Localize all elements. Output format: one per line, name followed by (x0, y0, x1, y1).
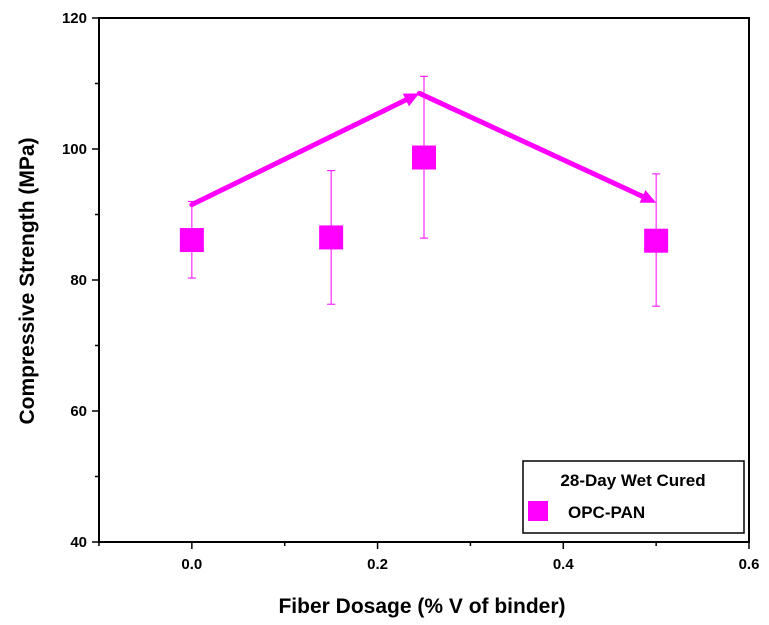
y-tick-label: 80 (70, 272, 87, 289)
legend-box (522, 460, 745, 534)
legend-entry-label: OPC-PAN (568, 503, 645, 522)
y-tick-label: 40 (70, 534, 87, 551)
x-tick-label: 0.6 (739, 556, 760, 573)
y-axis-tick-labels: 40 60 80 100 120 (62, 10, 87, 551)
y-tick-label: 60 (70, 403, 87, 420)
error-bars (187, 75, 661, 307)
trend-arrow-line (416, 90, 646, 199)
data-point (644, 228, 669, 253)
data-point (179, 228, 204, 253)
y-tick-label: 100 (62, 141, 87, 158)
y-tick-label: 120 (62, 10, 87, 27)
legend: 28-Day Wet Cured OPC-PAN (522, 460, 745, 534)
trend-arrow-line (189, 97, 409, 208)
x-tick-label: 0.0 (181, 556, 202, 573)
legend-marker (528, 501, 548, 521)
y-axis-title: Compressive Strength (MPa) (16, 137, 39, 424)
legend-title: 28-Day Wet Cured (560, 471, 705, 490)
trend-arrow-head (639, 190, 657, 203)
data-markers (179, 145, 669, 253)
trend-arrow-head (402, 93, 420, 107)
x-axis-title: Fiber Dosage (% V of binder) (278, 595, 565, 618)
x-axis-ticks (98, 542, 750, 549)
trend-arrows (189, 90, 657, 208)
y-axis-ticks (92, 17, 99, 543)
data-point (412, 145, 436, 170)
x-axis-tick-labels: 0.0 0.2 0.4 0.6 (181, 556, 759, 573)
data-point (319, 225, 344, 250)
x-tick-label: 0.2 (367, 556, 388, 573)
x-tick-label: 0.4 (553, 556, 575, 573)
